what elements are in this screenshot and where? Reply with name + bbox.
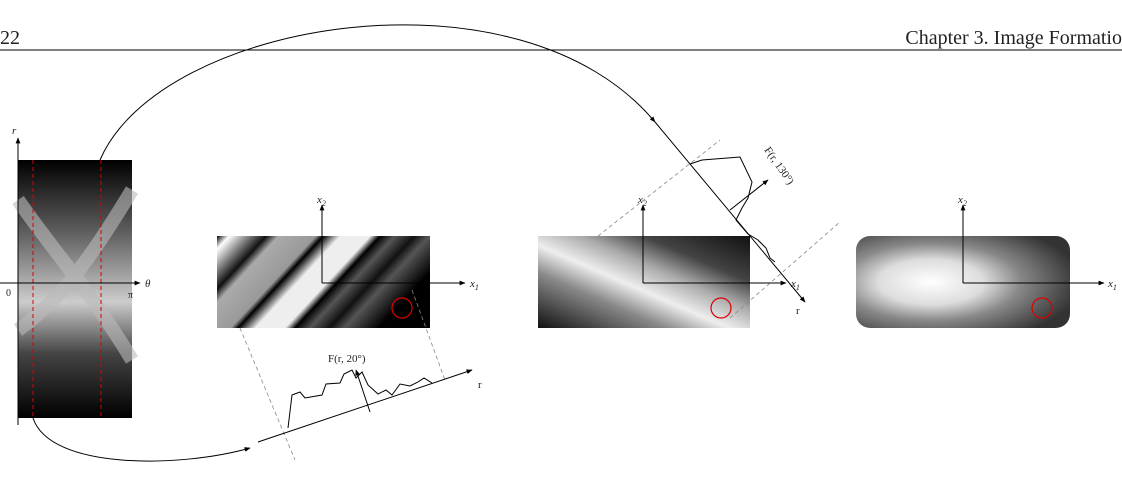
axis-label: x1 (469, 278, 479, 292)
page-number: 22 (0, 27, 20, 49)
page: 22 Chapter 3. Image Formatio r θ 0 π F(r… (0, 0, 1122, 477)
backprojection-image (538, 236, 750, 328)
sinogram (18, 160, 132, 418)
x1-sub: 1 (475, 283, 479, 292)
arc (33, 418, 250, 461)
arc (100, 25, 655, 160)
axis-label: θ (145, 278, 151, 290)
guide (240, 328, 295, 460)
axis-label: x2 (957, 194, 967, 208)
axis-label: x1 (790, 278, 800, 292)
projection-label: F(r, 20°) (328, 353, 366, 365)
guide (598, 140, 720, 236)
projection-normal (730, 180, 768, 210)
x1-sub: 1 (1113, 283, 1117, 292)
axis-label: x2 (316, 194, 326, 208)
projection-profile (288, 370, 432, 428)
axis-label: r (796, 305, 800, 317)
axis-label: r (478, 379, 482, 391)
backprojection-image (217, 236, 430, 328)
projection-axis (258, 370, 472, 442)
chapter-title: Chapter 3. Image Formatio (905, 27, 1122, 49)
axis-label: π (128, 290, 133, 301)
axis-label: r (12, 125, 17, 137)
projection-normal (356, 370, 370, 412)
axis-label: 0 (6, 288, 11, 299)
x2-sub: 2 (643, 199, 647, 208)
axis-label: x1 (1107, 278, 1117, 292)
x2-sub: 2 (963, 199, 967, 208)
axis-label: x2 (637, 194, 647, 208)
x2-sub: 2 (322, 199, 326, 208)
x1-sub: 1 (796, 283, 800, 292)
